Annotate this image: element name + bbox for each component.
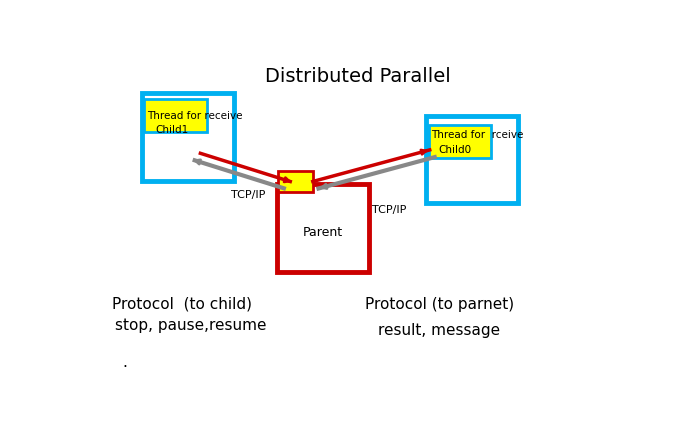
Text: Child0: Child0	[438, 145, 472, 155]
FancyBboxPatch shape	[277, 184, 369, 272]
Text: Thread for receive: Thread for receive	[147, 111, 243, 121]
Text: result, message: result, message	[378, 322, 500, 338]
FancyBboxPatch shape	[141, 93, 233, 181]
Text: Protocol  (to child): Protocol (to child)	[112, 297, 252, 311]
FancyBboxPatch shape	[428, 125, 491, 158]
Text: .: .	[122, 355, 127, 370]
Text: Child1: Child1	[155, 125, 188, 135]
Text: Distributed Parallel: Distributed Parallel	[266, 67, 451, 86]
FancyBboxPatch shape	[278, 171, 313, 192]
Text: TCP/IP: TCP/IP	[231, 190, 266, 200]
FancyBboxPatch shape	[426, 116, 518, 203]
Text: TCP/IP: TCP/IP	[372, 205, 406, 215]
Text: Protocol (to parnet): Protocol (to parnet)	[365, 297, 514, 311]
Text: Thread for  rceive: Thread for rceive	[431, 130, 524, 140]
FancyBboxPatch shape	[144, 99, 207, 132]
Text: Parent: Parent	[303, 226, 343, 239]
Text: stop, pause,resume: stop, pause,resume	[115, 318, 266, 333]
